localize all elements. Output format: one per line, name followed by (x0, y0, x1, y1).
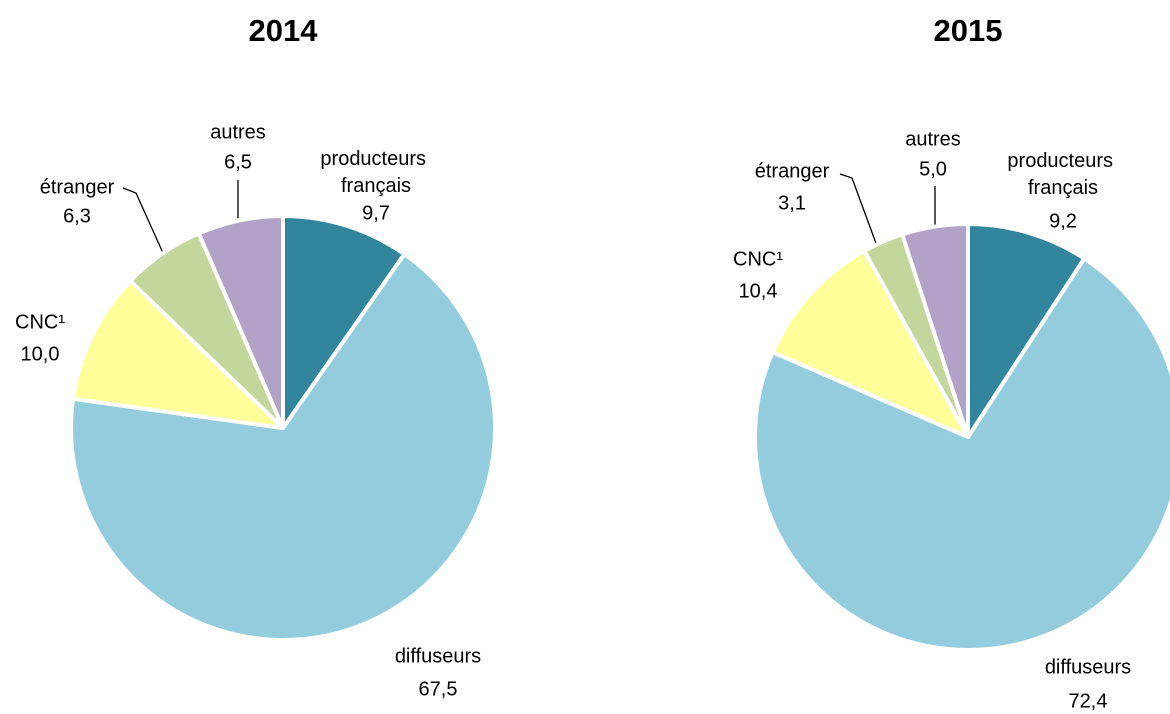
chart-title: 2014 (249, 13, 319, 48)
slice-label: producteurs français (1007, 150, 1118, 199)
leader-line (839, 173, 878, 247)
slice-label: producteurs français (320, 148, 431, 197)
value-label: 72,4 (1069, 690, 1108, 712)
value-label: 9,7 (362, 202, 390, 224)
pie-slice (753, 256, 1170, 652)
chart-title: 2015 (934, 13, 1003, 48)
slice-label: autres (905, 128, 961, 150)
slice-label: CNC¹ (733, 248, 783, 270)
value-label: 3,1 (778, 192, 806, 214)
leader-line (122, 187, 164, 254)
slice-label: autres (210, 121, 266, 143)
value-label: 67,5 (419, 678, 458, 700)
slice-label: diffuseurs (1045, 656, 1131, 678)
value-label: 10,0 (21, 343, 60, 365)
slice-label: étranger (755, 160, 830, 182)
pie-slice (900, 222, 970, 439)
pie-slice (196, 214, 285, 430)
pie-slice (966, 222, 1087, 439)
pie-slice (71, 278, 285, 430)
slice-label: CNC¹ (15, 311, 65, 333)
pie-slice (281, 214, 407, 430)
pie-slice (770, 248, 970, 439)
value-label: 10,4 (739, 280, 778, 302)
value-label: 6,5 (224, 151, 252, 173)
slice-label: étranger (40, 176, 115, 198)
slice-label: diffuseurs (395, 645, 481, 667)
value-label: 9,2 (1049, 210, 1077, 232)
pie-slice (69, 252, 497, 642)
value-label: 6,3 (63, 205, 91, 227)
value-label: 5,0 (919, 158, 947, 180)
